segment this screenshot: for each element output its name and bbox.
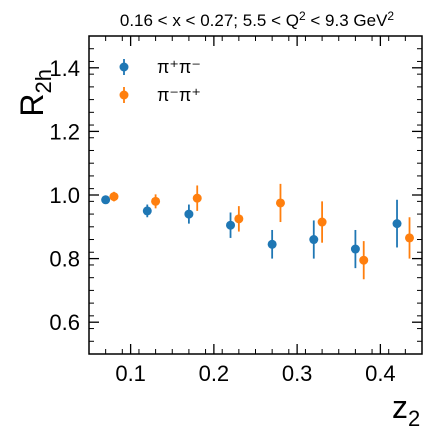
legend-label-series-1: π⁺π⁻ (157, 57, 201, 77)
y-axis-label: R2h (14, 69, 56, 117)
legend-marker-series-1 (119, 62, 129, 72)
x-tick-label: 0.1 (115, 361, 146, 386)
data-point-series-1 (142, 206, 152, 216)
plot-area-frame (88, 35, 423, 355)
legend-marker-series-2 (119, 90, 129, 100)
y-tick-label: 0.8 (49, 247, 80, 272)
data-point-series-1 (267, 239, 277, 249)
y-tick-label: 1.2 (49, 119, 80, 144)
data-point-series-1 (226, 220, 236, 230)
y-tick-label: 1.0 (49, 183, 80, 208)
ticks (88, 35, 423, 355)
data-point-series-1 (184, 209, 194, 219)
x-tick-label: 0.4 (365, 361, 396, 386)
data-point-series-1 (350, 244, 360, 254)
data-point-series-2 (109, 192, 119, 202)
data-point-series-1 (309, 235, 319, 245)
y-tick-label: 0.6 (49, 310, 80, 335)
legend-label-series-2: π⁻π⁺ (157, 85, 201, 105)
data-point-series-2 (234, 214, 244, 224)
legend: π⁺π⁻ π⁻π⁺ (119, 57, 201, 105)
data-point-series-2 (359, 255, 369, 265)
data-point-series-1 (101, 195, 111, 205)
data-point-series-2 (151, 196, 161, 206)
x-tick-label: 0.2 (199, 361, 230, 386)
y-tick-label: 1.4 (49, 56, 80, 81)
tick-labels: 0.1 0.2 0.3 0.4 0.6 0.8 1.0 1.2 1.4 (49, 56, 395, 386)
data-point-series-2 (317, 217, 327, 227)
data-point-series-1 (392, 219, 402, 229)
x-tick-label: 0.3 (282, 361, 313, 386)
data-point-series-2 (275, 198, 285, 208)
data-point-series-2 (405, 233, 415, 243)
data-point-series-2 (192, 193, 202, 203)
x-axis-label: z2 (392, 389, 420, 431)
chart-title: 0.16 < x < 0.27; 5.5 < Q2 < 9.3 GeV2 (120, 9, 395, 30)
marks (101, 183, 415, 280)
